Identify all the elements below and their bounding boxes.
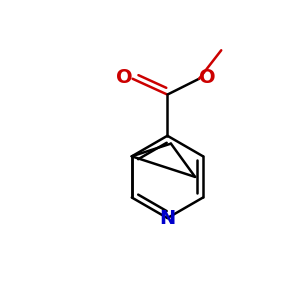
Text: O: O [199,68,215,87]
Text: N: N [159,208,176,228]
Text: O: O [116,68,133,87]
